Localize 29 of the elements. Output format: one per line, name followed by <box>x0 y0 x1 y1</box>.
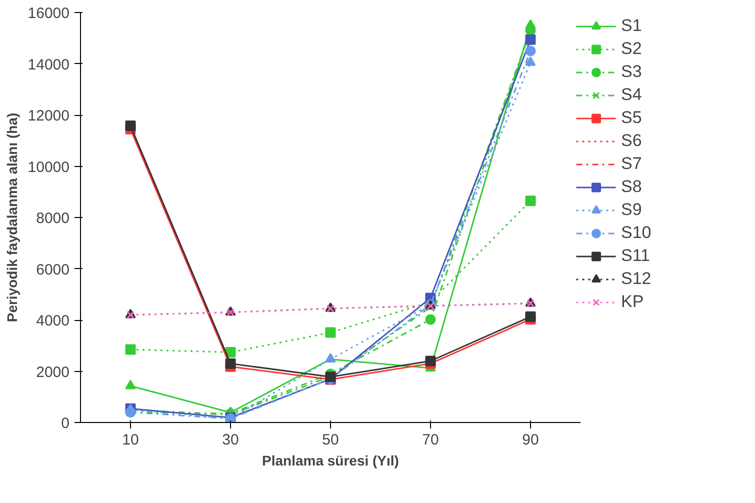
legend-label: S9 <box>621 200 642 220</box>
x-tick-label: 30 <box>222 432 239 448</box>
y-tick-label: 8000 <box>36 210 70 227</box>
y-tick-label: 16000 <box>28 5 70 22</box>
legend-label: S7 <box>621 154 642 174</box>
x-axis-title: Planlama süresi (Yıl) <box>262 452 399 468</box>
legend-label: S12 <box>621 269 652 289</box>
legend-label: S6 <box>621 131 642 151</box>
legend-label: KP <box>621 292 644 312</box>
legend-label: S8 <box>621 177 642 197</box>
y-tick-label: 4000 <box>36 312 70 330</box>
legend-label: S1 <box>621 16 642 36</box>
legend-label: S2 <box>621 39 642 59</box>
y-tick-label: 6000 <box>36 261 70 278</box>
x-tick-label: 70 <box>422 432 439 448</box>
y-axis-title: Periyodik faydalanma alanı (ha) <box>4 112 20 322</box>
y-tick-label: 0 <box>61 415 70 432</box>
x-tick-label: 10 <box>122 432 139 448</box>
legend-label: S5 <box>621 108 642 128</box>
y-tick-label: 10000 <box>28 158 70 176</box>
y-tick-label: 12000 <box>28 108 70 124</box>
y-tick-label: 14000 <box>28 56 70 74</box>
legend-label: S10 <box>621 223 652 243</box>
legend-label: S3 <box>621 62 642 82</box>
y-tick-label: 2000 <box>36 364 70 381</box>
x-tick-label: 50 <box>322 432 339 448</box>
legend-label: S11 <box>621 246 650 266</box>
x-tick-label: 90 <box>522 432 539 448</box>
legend-label: S4 <box>621 85 642 105</box>
